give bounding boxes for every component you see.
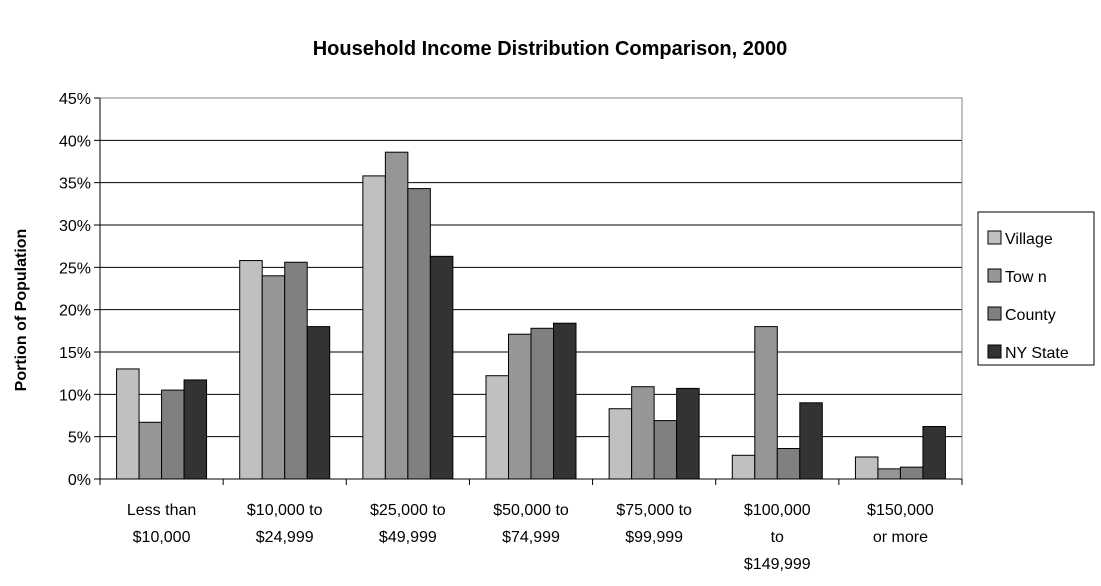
legend-label: Village <box>1005 231 1053 248</box>
x-category-label: $25,000 to $49,999 <box>370 502 446 546</box>
legend-label: Tow n <box>1005 269 1047 286</box>
x-category-label: $10,000 to $24,999 <box>247 502 323 546</box>
legend-swatch <box>987 230 1002 245</box>
legend-label: NY State <box>1005 345 1069 362</box>
bar <box>138 421 163 480</box>
bar <box>116 368 140 480</box>
bar <box>553 322 577 480</box>
bar <box>776 448 801 480</box>
bar <box>653 420 678 480</box>
bar <box>429 255 454 480</box>
bar <box>676 387 700 480</box>
bar <box>530 327 554 480</box>
y-tick-label: 25% <box>59 260 91 277</box>
plot-area: 0% 5% 10% 15% 20% 25% 30% 35% 40% 45% Less than $10… <box>59 91 963 573</box>
bar <box>183 379 208 480</box>
x-category-label: $150,000 or more <box>867 502 934 546</box>
legend-label: County <box>1005 307 1056 324</box>
bar <box>631 386 655 480</box>
bar <box>407 188 431 480</box>
legend-swatch <box>987 306 1002 321</box>
bar <box>877 468 901 480</box>
bar <box>306 326 331 480</box>
y-tick-label: 20% <box>59 303 91 320</box>
y-tick-label: 0% <box>68 472 91 489</box>
bar <box>284 261 308 480</box>
bar <box>899 466 924 480</box>
y-tick-label: 35% <box>59 176 91 193</box>
bar <box>854 456 879 480</box>
x-category-label: $50,000 to $74,999 <box>493 502 569 546</box>
bar <box>799 402 823 480</box>
x-category-label: $100,000 to $149,999 <box>744 502 811 573</box>
chart-title: Household Income Distribution Comparison… <box>313 38 788 60</box>
bar <box>362 175 386 480</box>
legend-swatch <box>987 344 1002 359</box>
bar <box>608 408 633 480</box>
x-category-label: Less than $10,000 <box>127 502 196 546</box>
bar <box>485 375 509 480</box>
y-axis-label: Portion of Population <box>13 229 30 392</box>
y-tick-label: 30% <box>59 218 91 235</box>
x-category-label: $75,000 to $99,999 <box>616 502 692 546</box>
y-tick-label: 45% <box>59 91 91 108</box>
y-tick-label: 40% <box>59 133 91 150</box>
bar <box>754 326 778 480</box>
bar <box>384 151 409 480</box>
bar <box>922 426 946 480</box>
y-tick-label: 5% <box>68 430 91 447</box>
bar <box>508 333 532 480</box>
bar <box>161 389 185 480</box>
y-tick-label: 10% <box>59 387 91 404</box>
bar <box>261 275 286 480</box>
bar <box>731 454 756 480</box>
y-tick-label: 15% <box>59 345 91 362</box>
legend-swatch <box>987 268 1002 283</box>
legend: Village Tow n County NY State <box>977 211 1095 366</box>
bar <box>239 260 263 480</box>
